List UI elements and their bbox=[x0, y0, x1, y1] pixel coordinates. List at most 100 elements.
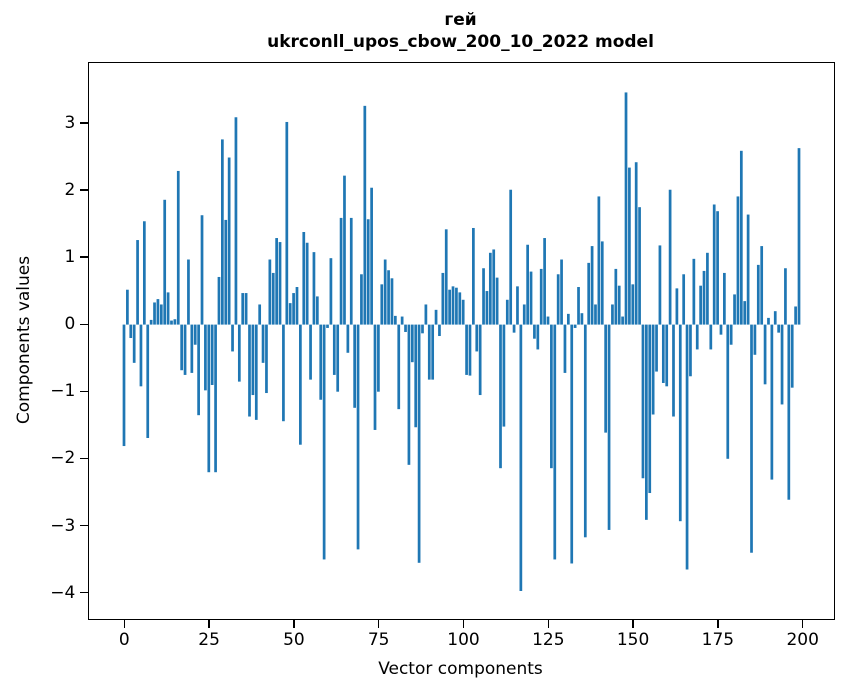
bar bbox=[784, 267, 788, 325]
bar bbox=[689, 324, 693, 376]
bar bbox=[736, 196, 740, 325]
bar bbox=[428, 324, 431, 380]
bar bbox=[167, 292, 170, 325]
bar bbox=[136, 239, 140, 325]
bar bbox=[462, 299, 465, 325]
bar bbox=[326, 324, 330, 328]
bar bbox=[591, 245, 594, 325]
bar bbox=[204, 324, 208, 391]
y-tick-label: 1 bbox=[64, 247, 76, 268]
bar bbox=[214, 324, 218, 472]
bar bbox=[611, 304, 615, 325]
bar bbox=[787, 324, 791, 500]
x-tick-mark bbox=[717, 620, 719, 629]
y-tick-label: 3 bbox=[64, 112, 76, 133]
bar bbox=[723, 272, 727, 325]
x-axis-label: Vector components bbox=[378, 659, 543, 679]
bar bbox=[445, 229, 448, 325]
bar bbox=[475, 324, 479, 352]
bar bbox=[479, 324, 482, 395]
bar bbox=[696, 324, 699, 350]
bar bbox=[126, 289, 130, 325]
y-tick-mark bbox=[79, 256, 88, 258]
bar bbox=[713, 204, 716, 325]
bar bbox=[607, 324, 611, 530]
bar bbox=[373, 324, 377, 430]
bar bbox=[221, 139, 225, 325]
bar bbox=[377, 324, 381, 392]
bar bbox=[431, 324, 435, 380]
bar bbox=[543, 237, 547, 325]
bar bbox=[570, 324, 574, 564]
bar bbox=[299, 324, 303, 445]
bar bbox=[197, 324, 201, 415]
bar bbox=[387, 269, 391, 325]
bar bbox=[356, 324, 360, 550]
bar bbox=[421, 324, 425, 334]
bar bbox=[577, 286, 581, 325]
bar bbox=[509, 189, 513, 325]
bar bbox=[329, 257, 333, 325]
x-tick-mark bbox=[547, 620, 550, 629]
bar bbox=[502, 324, 506, 427]
bar bbox=[251, 324, 255, 395]
bar bbox=[397, 324, 401, 409]
x-tick-label: 0 bbox=[118, 629, 130, 650]
bar bbox=[156, 298, 160, 325]
bar bbox=[553, 324, 557, 560]
y-tick-mark bbox=[79, 323, 88, 326]
bar bbox=[764, 324, 767, 385]
bar bbox=[482, 267, 486, 325]
bar bbox=[675, 288, 679, 325]
chart-subtitle: ukrconll_upos_cbow_200_10_2022 model bbox=[267, 32, 654, 52]
bar bbox=[587, 262, 591, 325]
bar bbox=[730, 324, 733, 345]
bar bbox=[753, 324, 757, 355]
x-tick-label: 100 bbox=[447, 629, 480, 650]
bar bbox=[733, 294, 737, 325]
x-tick-label: 75 bbox=[367, 629, 390, 650]
bar bbox=[672, 324, 676, 417]
x-tick-label: 50 bbox=[283, 629, 305, 650]
bar bbox=[641, 324, 645, 478]
x-tick-mark bbox=[208, 620, 210, 629]
bar bbox=[360, 273, 364, 325]
bar bbox=[404, 324, 408, 332]
x-tick-mark bbox=[377, 620, 380, 629]
bar bbox=[628, 167, 632, 325]
bar bbox=[665, 324, 669, 387]
bar bbox=[679, 324, 682, 521]
y-tick-label: −2 bbox=[50, 448, 76, 469]
bar bbox=[441, 272, 445, 325]
bar bbox=[363, 105, 367, 325]
bar bbox=[146, 324, 150, 438]
bar bbox=[384, 259, 387, 325]
plot-area: 3 2 1 0 −1 −2 −3 −4 0 25 50 75 100 125 150 175 200 bbox=[50, 61, 835, 650]
bar bbox=[662, 324, 665, 383]
bar bbox=[390, 277, 394, 325]
bar bbox=[601, 241, 604, 325]
bar bbox=[238, 324, 241, 382]
y-tick-label: −1 bbox=[50, 381, 76, 402]
bar bbox=[767, 317, 771, 325]
bar bbox=[540, 268, 543, 325]
bar bbox=[770, 324, 774, 480]
bar bbox=[645, 324, 649, 520]
bar bbox=[312, 251, 316, 325]
bar bbox=[760, 245, 764, 325]
bar bbox=[258, 304, 262, 325]
bar bbox=[557, 273, 560, 325]
bar bbox=[207, 324, 211, 472]
bar bbox=[424, 304, 428, 325]
bar bbox=[533, 324, 537, 339]
bar bbox=[529, 271, 533, 325]
bar bbox=[160, 304, 163, 325]
bar bbox=[516, 286, 520, 325]
bar bbox=[289, 302, 292, 325]
bar bbox=[343, 175, 347, 325]
bar bbox=[597, 196, 601, 325]
bar bbox=[468, 324, 472, 376]
bar bbox=[170, 320, 174, 325]
y-tick-label: −3 bbox=[50, 515, 76, 536]
